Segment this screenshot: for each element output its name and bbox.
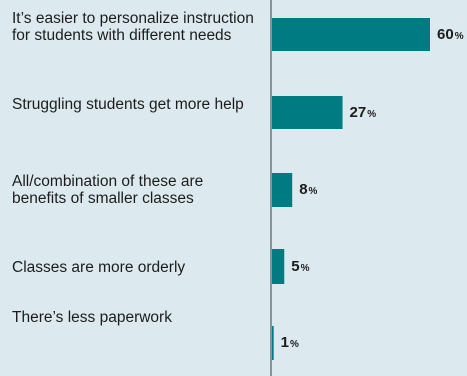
- data-label-unit: %: [300, 262, 310, 274]
- data-label: 1%: [281, 334, 299, 351]
- data-label-unit: %: [289, 339, 299, 350]
- category-label: Classes are more orderly: [12, 259, 186, 276]
- bar: [271, 249, 285, 284]
- data-label-value: 60: [437, 25, 454, 43]
- data-label-value: 5: [291, 257, 300, 275]
- category-label: Struggling students get more help: [12, 96, 244, 113]
- bar: [271, 173, 293, 207]
- data-label-value: 27: [349, 103, 367, 121]
- data-label-value: 8: [299, 181, 308, 198]
- data-label: 27%: [350, 104, 377, 121]
- data-label-unit: %: [308, 186, 318, 197]
- data-label-unit: %: [454, 30, 464, 42]
- category-label: It’s easier to personalize instruction f…: [12, 10, 254, 44]
- data-label: 60%: [437, 26, 464, 43]
- bar: [271, 96, 343, 129]
- data-label-value: 1: [280, 334, 289, 351]
- category-label: There’s less paperwork: [12, 309, 172, 326]
- bar: [271, 18, 430, 51]
- category-label: All/combination of these are benefits of…: [12, 173, 204, 207]
- bar: [271, 326, 274, 360]
- data-label: 8%: [299, 181, 317, 198]
- data-label: 5%: [291, 258, 309, 275]
- data-label-unit: %: [367, 108, 377, 120]
